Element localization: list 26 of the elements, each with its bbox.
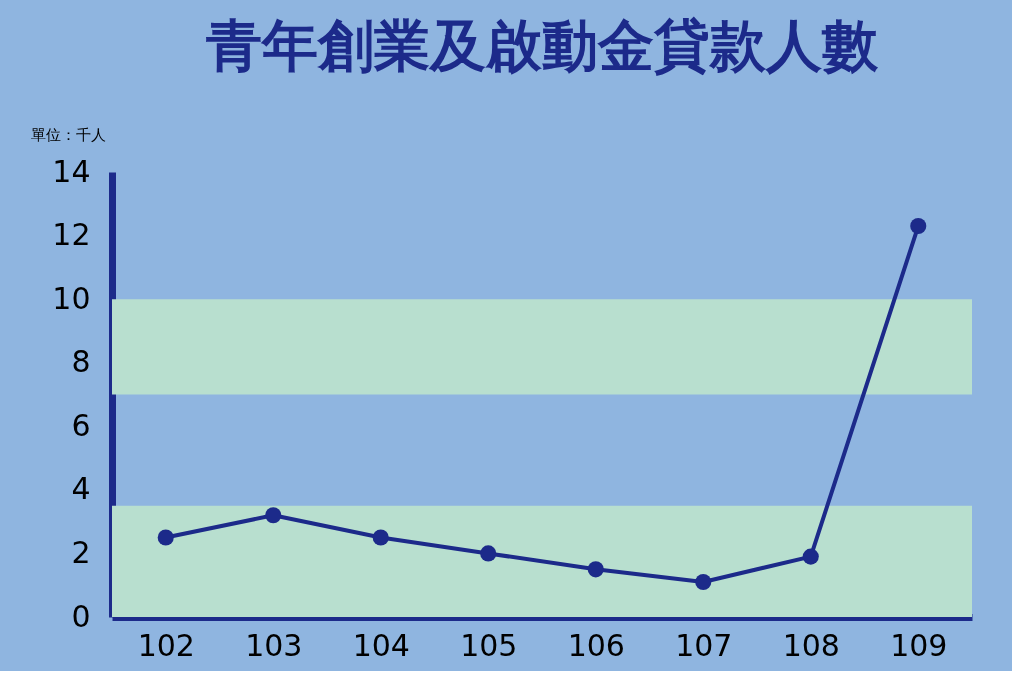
point [265,507,282,524]
x-tick-label: 105 [460,627,518,663]
point [587,561,604,578]
x-tick-label: 103 [245,627,303,663]
y-tick-label: 4 [71,471,91,507]
point [910,217,927,235]
x-tick-label: 104 [352,627,410,663]
x-tick-label: 108 [782,627,840,663]
y-tick-label: 14 [52,153,91,189]
y-tick-label: 12 [52,217,91,253]
y-tick-label: 10 [52,280,91,316]
point [802,548,819,565]
x-tick-label: 102 [137,627,195,663]
point [695,573,712,591]
y-tick-label: 2 [71,534,91,570]
y-axis-title: 單位：千人 [30,125,106,144]
x-tick-label: 106 [567,627,625,663]
point [157,529,174,546]
y-tick-label: 8 [71,344,91,380]
y-tick-label: 6 [71,407,91,443]
x-tick-label: 109 [890,627,948,663]
y-tick-label: 0 [71,598,91,634]
chart-title: 青年創業及啟動金貸款人數 [205,13,879,78]
point [372,529,389,546]
x-tick-label: 107 [675,627,733,663]
point [480,545,497,562]
